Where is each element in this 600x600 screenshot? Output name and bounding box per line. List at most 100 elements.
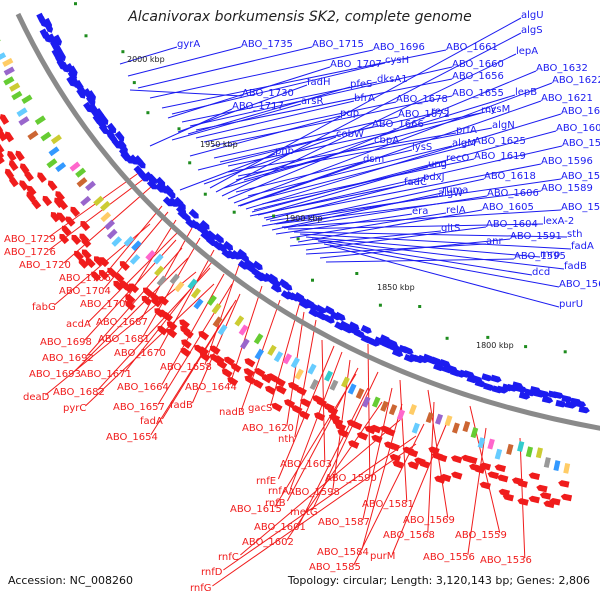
leader-line	[149, 108, 233, 147]
reverse-gene-arrow	[19, 180, 29, 191]
reverse-gene-arrow	[209, 345, 221, 356]
leader-line	[261, 195, 439, 227]
leader-line	[73, 257, 189, 373]
feature-block	[309, 378, 319, 391]
reverse-gene-arrow	[271, 402, 283, 412]
reverse-gene-arrow	[9, 176, 19, 188]
reverse-gene-arrow	[275, 385, 287, 395]
reverse-gene-arrow	[243, 368, 255, 378]
feature-block	[290, 357, 300, 369]
reverse-gene-arrow	[198, 346, 210, 357]
forward-gene-arrow	[180, 211, 191, 222]
reverse-gene-arrow	[407, 461, 420, 470]
leader-line	[171, 103, 302, 141]
feature-block	[104, 219, 116, 231]
gene-label: ABO_1682	[53, 387, 105, 398]
feature-block	[100, 211, 112, 223]
leader-line	[212, 443, 417, 587]
leader-line	[197, 126, 373, 171]
reverse-gene-arrow	[181, 339, 192, 349]
leader-line	[294, 319, 317, 438]
tick-marker	[203, 192, 207, 196]
leader-line	[54, 223, 151, 306]
map-title: Alcanivorax borkumensis SK2, complete ge…	[128, 9, 472, 25]
feature-block	[46, 158, 58, 169]
gene-label: rnfD	[201, 567, 223, 578]
gene-label: ABO_1596	[541, 156, 593, 167]
forward-gene-arrow	[155, 176, 166, 187]
gene-label: ABO_1587	[318, 517, 370, 528]
reverse-gene-arrow	[264, 385, 277, 395]
forward-gene-arrow	[323, 314, 335, 324]
gene-label: ABO_1622	[552, 75, 600, 86]
tick-marker	[232, 210, 236, 214]
leader-line	[367, 343, 371, 477]
gene-label: cysM	[485, 104, 510, 115]
forward-gene-arrow	[389, 343, 401, 353]
tick-marker	[311, 278, 314, 282]
gene-label: ABO_1584	[317, 547, 369, 558]
forward-gene-arrow	[281, 281, 293, 291]
reverse-gene-arrow	[162, 312, 173, 322]
leader-line	[274, 373, 357, 508]
forward-gene-arrow	[538, 389, 550, 398]
reverse-gene-arrow	[291, 405, 303, 415]
gene-label: nadB	[219, 407, 245, 418]
feature-block	[85, 180, 96, 192]
reverse-gene-arrow	[451, 471, 463, 480]
forward-gene-arrow	[561, 395, 573, 403]
reverse-gene-arrow	[348, 440, 360, 449]
forward-gene-arrow	[307, 301, 319, 311]
leader-line	[237, 161, 364, 207]
gene-label: ABO_1632	[536, 63, 588, 74]
feature-block	[21, 94, 33, 105]
gene-label: ABO_1605	[482, 202, 534, 213]
gene-label: ABO_1700	[80, 299, 132, 310]
gene-label: ABO_1698	[40, 337, 92, 348]
feature-block	[0, 36, 1, 46]
reverse-gene-arrow	[252, 379, 264, 389]
tick-marker	[84, 34, 88, 38]
reverse-gene-arrow	[516, 479, 528, 488]
feature-block	[193, 298, 204, 310]
gene-label: gyrA	[177, 39, 200, 50]
feature-block	[111, 236, 123, 247]
feature-block	[487, 438, 495, 450]
reverse-gene-arrow	[56, 212, 67, 223]
reverse-gene-arrow	[128, 283, 140, 294]
reverse-gene-arrow	[81, 249, 92, 260]
forward-gene-arrow	[245, 263, 257, 273]
leader-line	[195, 100, 355, 139]
feature-block	[408, 404, 417, 416]
leader-line	[299, 233, 572, 250]
gene-label: fadA	[140, 416, 163, 427]
reverse-gene-arrow	[244, 375, 256, 385]
reverse-gene-arrow	[85, 258, 96, 269]
gene-label: ABO_1618	[484, 171, 536, 182]
feature-block	[411, 422, 420, 434]
gene-label: ABO_1717	[232, 101, 284, 112]
reverse-gene-arrow	[61, 225, 72, 237]
gene-label: ABO_1619	[474, 151, 526, 162]
leader-line	[261, 160, 447, 215]
gene-label: arsR	[301, 96, 323, 107]
leader-line	[240, 419, 401, 556]
gene-label: pdxJ	[423, 172, 445, 183]
leader-line	[277, 345, 335, 480]
leader-line	[179, 153, 276, 191]
forward-gene-arrow	[368, 337, 380, 347]
forward-gene-arrow	[578, 405, 590, 414]
tick-marker	[132, 81, 136, 85]
reverse-gene-arrow	[221, 368, 233, 379]
reverse-gene-arrow	[370, 424, 382, 434]
forward-gene-arrow	[213, 233, 224, 244]
reverse-gene-arrow	[166, 328, 178, 339]
gene-label: ABO_1720	[19, 260, 71, 271]
leader-line	[45, 271, 197, 396]
gene-label: ABO_1604	[486, 219, 538, 230]
feature-block	[238, 324, 249, 336]
tick-marker	[524, 345, 528, 349]
gene-label: lysS	[412, 142, 432, 153]
